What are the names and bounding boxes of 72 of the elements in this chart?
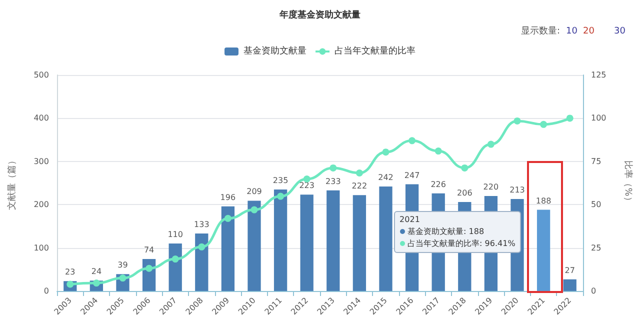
data-label: 213: [510, 185, 525, 194]
point: [382, 148, 390, 156]
data-label: 209: [246, 187, 262, 196]
bar: [300, 194, 314, 291]
point: [514, 117, 521, 124]
y-tick-label: 300: [34, 156, 49, 166]
point: [119, 274, 126, 282]
bar: [274, 189, 288, 291]
point: [408, 137, 416, 144]
y2-tick-label: 25: [591, 243, 602, 252]
annotation: 占当年文献量的比率: 96.41%: [408, 239, 516, 248]
bar: [379, 186, 392, 291]
point: [146, 264, 153, 272]
text: 20: [583, 26, 595, 36]
data-label: 242: [378, 172, 394, 182]
data-label: 247: [404, 170, 420, 180]
y-axis-title: 文献量（篇）: [6, 156, 18, 210]
y-tick-label: 200: [34, 200, 49, 210]
point: [434, 148, 442, 155]
bar: [221, 206, 235, 291]
data-label: 222: [352, 182, 368, 191]
point: [198, 243, 206, 250]
point: [566, 114, 574, 122]
point: [356, 169, 363, 176]
data-label: 188: [536, 196, 552, 206]
data-label: 206: [457, 188, 472, 198]
bar: [536, 210, 550, 291]
data-label: 233: [326, 176, 341, 186]
chart-title: 年度基金资助文献量: [278, 10, 360, 20]
data-label: 220: [483, 182, 499, 192]
data-label: 196: [220, 192, 236, 202]
data-label: 110: [168, 230, 183, 239]
annotation: 2021: [400, 215, 420, 224]
legend-label: 占当年文献量的比率: [334, 46, 416, 56]
data-label: 235: [272, 176, 288, 185]
text: 10: [566, 26, 578, 36]
data-label: 27: [564, 266, 575, 275]
y2-tick-label: 50: [591, 200, 602, 210]
data-label: 23: [65, 268, 76, 277]
y2-tick-label: 0: [591, 286, 596, 296]
bar: [248, 200, 261, 291]
data-label: 39: [118, 260, 128, 270]
data-label: 223: [299, 181, 314, 190]
legend-label: 基金资助文献量: [244, 46, 306, 56]
point: [250, 206, 258, 214]
point: [487, 140, 494, 148]
y-tick-label: 500: [34, 70, 49, 80]
point: [330, 164, 337, 172]
point: [277, 192, 284, 200]
annotation: 基金资助文献量: 188: [408, 227, 484, 236]
bar: [352, 195, 366, 291]
y-tick-label: 0: [44, 286, 49, 296]
point: [172, 256, 179, 263]
bar: [195, 234, 208, 291]
data-label: 24: [91, 267, 102, 276]
y2-axis-title: 比率（%）: [622, 160, 634, 206]
data-label: 133: [194, 220, 210, 230]
y2-tick-label: 125: [591, 70, 606, 80]
y2-tick-label: 75: [591, 156, 602, 166]
y2-tick-label: 100: [591, 114, 606, 123]
text: 30: [614, 26, 626, 36]
point: [461, 164, 468, 172]
point: [224, 214, 232, 222]
bar: [168, 243, 182, 291]
point: [540, 120, 548, 128]
data-label: 74: [144, 246, 154, 255]
y-tick-label: 400: [34, 114, 49, 123]
text: 显示数量:: [520, 26, 560, 36]
bar: [563, 279, 576, 291]
y-tick-label: 100: [34, 243, 49, 252]
data-label: 226: [430, 180, 446, 189]
bar: [326, 190, 340, 291]
